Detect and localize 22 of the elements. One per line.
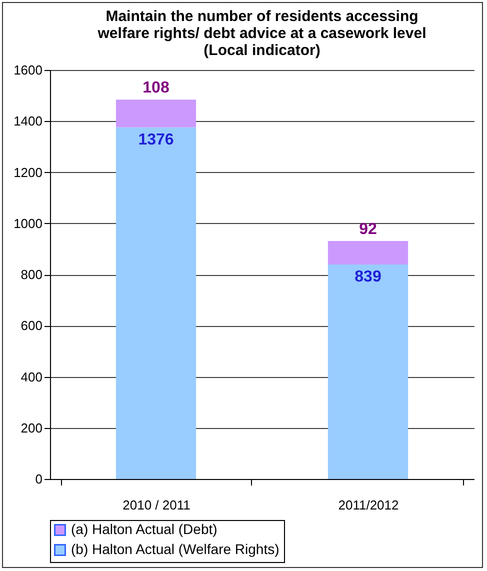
y-tick-label: 200 (20, 420, 42, 436)
chart-title: Maintain the number of residents accessing welfare rights/ debt advice at a casework level (Local indicator) (96, 8, 426, 59)
legend-label: (b) Halton Actual (Welfare Rights) (71, 541, 280, 557)
bar (328, 264, 408, 479)
y-tick-label: 1000 (14, 216, 42, 231)
y-tick-label: 800 (20, 267, 42, 282)
y-tick-label: 600 (20, 318, 42, 334)
bar (116, 100, 196, 128)
y-tick-label: 1400 (14, 114, 42, 129)
bar (116, 127, 196, 479)
x-tick-label: 2011/2012 (338, 498, 399, 512)
x-tick-label: 2010 / 2011 (122, 498, 190, 512)
legend-label: (a) Halton Actual (Debt) (71, 521, 218, 537)
y-tick-label: 400 (20, 369, 42, 384)
y-tick-label: 1200 (14, 164, 42, 180)
y-tick-label: 1600 (14, 62, 42, 78)
data-label: 108 (142, 80, 170, 97)
data-label: 839 (354, 268, 382, 286)
data-label: 1376 (138, 131, 174, 148)
data-label: 92 (359, 221, 377, 238)
bar (328, 241, 408, 265)
y-tick-label: 0 (35, 472, 42, 486)
